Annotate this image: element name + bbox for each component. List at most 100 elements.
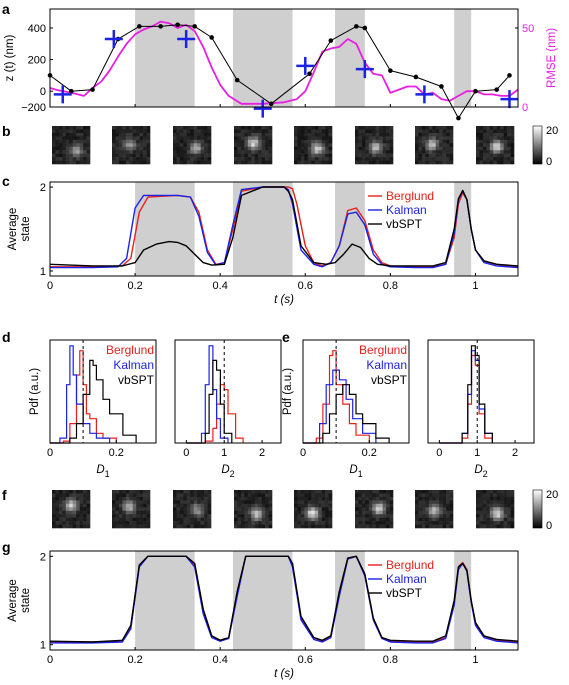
image-pixel xyxy=(69,146,74,151)
image-pixel xyxy=(258,503,262,508)
image-pixel xyxy=(240,500,245,505)
image-pixel xyxy=(115,136,120,141)
image-pixel xyxy=(122,507,127,512)
image-pixel xyxy=(173,157,177,161)
image-pixel xyxy=(186,493,191,498)
image-pixel xyxy=(136,157,140,161)
image-pixel xyxy=(321,503,326,508)
image-pixel xyxy=(355,521,359,525)
image-pixel xyxy=(200,153,205,158)
image-pixel xyxy=(493,139,498,144)
image-pixel xyxy=(314,521,319,525)
image-pixel xyxy=(449,139,454,144)
image-tile xyxy=(294,490,333,529)
colorbar xyxy=(532,125,543,165)
image-pixel xyxy=(240,524,245,529)
image-pixel xyxy=(432,157,437,161)
image-pixel xyxy=(500,153,504,158)
image-pixel xyxy=(176,157,181,161)
x-tick-label: 0 xyxy=(300,447,306,459)
image-pixel xyxy=(435,496,440,501)
image-pixel xyxy=(62,132,67,137)
image-pixel xyxy=(372,500,377,505)
image-pixel xyxy=(132,514,137,518)
image-pixel xyxy=(321,493,326,498)
image-pixel xyxy=(139,153,144,158)
image-pixel xyxy=(311,153,316,158)
image-pixel xyxy=(314,150,319,154)
image-pixel xyxy=(379,139,383,144)
image-pixel xyxy=(176,153,181,158)
image-pixel xyxy=(314,160,319,165)
image-pixel xyxy=(247,524,252,529)
image-pixel xyxy=(132,521,137,525)
image-pixel xyxy=(300,136,305,141)
data-point xyxy=(439,84,444,89)
image-pixel xyxy=(115,517,120,522)
image-pixel xyxy=(86,160,91,165)
image-pixel xyxy=(200,510,205,515)
image-pixel xyxy=(482,503,487,508)
image-pixel xyxy=(476,490,480,494)
image-pixel xyxy=(129,503,134,508)
image-pixel xyxy=(247,139,252,144)
image-pixel xyxy=(112,503,116,508)
image-pixel xyxy=(503,136,508,141)
image-pixel xyxy=(143,493,147,498)
image-pixel xyxy=(247,160,252,165)
image-pixel xyxy=(86,524,91,529)
image-pixel xyxy=(355,514,359,518)
image-pixel xyxy=(321,160,326,165)
image-pixel xyxy=(510,150,515,154)
image-pixel xyxy=(244,139,249,144)
image-pixel xyxy=(254,496,259,501)
image-pixel xyxy=(173,500,177,505)
image-pixel xyxy=(234,150,238,154)
image-pixel xyxy=(318,490,322,494)
image-pixel xyxy=(52,136,56,141)
image-pixel xyxy=(479,524,484,529)
image-pixel xyxy=(435,507,440,512)
image-pixel xyxy=(72,500,77,505)
image-pixel xyxy=(297,514,302,518)
image-pixel xyxy=(72,507,77,512)
image-pixel xyxy=(186,129,191,134)
image-pixel xyxy=(486,517,491,522)
image-pixel xyxy=(58,521,63,525)
image-pixel xyxy=(186,510,191,515)
image-pixel xyxy=(372,521,377,525)
x-tick-label: 0 xyxy=(183,447,189,459)
image-pixel xyxy=(442,521,447,525)
image-pixel xyxy=(65,493,70,498)
image-pixel xyxy=(361,153,366,158)
image-pixel xyxy=(83,503,87,508)
image-pixel xyxy=(476,507,480,512)
image-pixel xyxy=(442,514,447,518)
image-pixel xyxy=(62,521,67,525)
image-pixel xyxy=(72,524,77,529)
image-pixel xyxy=(510,521,515,525)
image-pixel xyxy=(55,507,60,512)
image-pixel xyxy=(304,157,309,161)
image-pixel xyxy=(143,146,147,151)
image-pixel xyxy=(493,160,498,165)
image-pixel xyxy=(328,490,333,494)
image-pixel xyxy=(115,490,120,494)
colorbar-tick-max: 20 xyxy=(546,489,558,501)
image-pixel xyxy=(129,153,134,158)
image-pixel xyxy=(58,143,63,148)
image-pixel xyxy=(325,136,329,141)
image-pixel xyxy=(382,514,387,518)
image-pixel xyxy=(489,490,494,494)
image-pixel xyxy=(428,521,433,525)
image-pixel xyxy=(421,517,426,522)
image-pixel xyxy=(69,521,74,525)
image-pixel xyxy=(304,129,309,134)
image-pixel xyxy=(186,507,191,512)
data-point xyxy=(507,73,512,78)
image-pixel xyxy=(55,500,60,505)
image-pixel xyxy=(234,507,238,512)
image-pixel xyxy=(251,496,256,501)
image-pixel xyxy=(72,160,77,165)
image-pixel xyxy=(358,503,363,508)
